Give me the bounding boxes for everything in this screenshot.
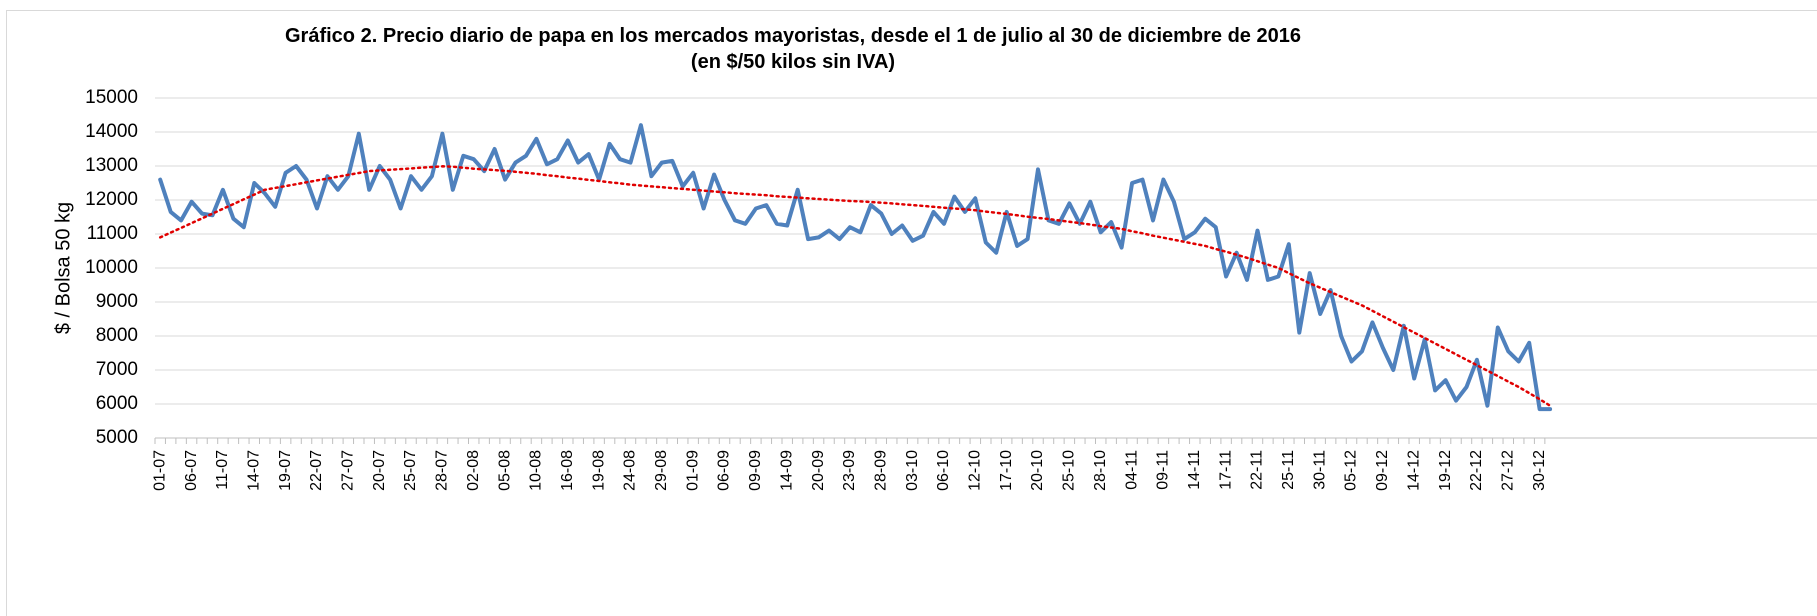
y-axis-label: $ / Bolsa 50 kg [52,202,74,334]
y-tick-label: 10000 [85,257,138,278]
x-tick-label: 20-10 [1029,450,1046,491]
x-tick-label: 09-09 [747,450,764,491]
x-tick-label: 25-10 [1061,450,1078,491]
x-tick-label: 19-07 [277,450,294,491]
x-tick-label: 20-09 [810,450,827,491]
x-tick-label: 09-12 [1374,450,1391,491]
x-tick-label: 10-08 [528,450,545,491]
x-tick-label: 25-11 [1280,450,1297,490]
x-tick-label: 16-08 [559,450,576,491]
x-tick-label: 05-08 [496,450,513,491]
x-tick-label: 12-10 [967,450,984,491]
x-tick-label: 09-11 [1155,450,1172,490]
x-tick-label: 19-08 [590,450,607,491]
x-tick-label: 27-12 [1499,450,1516,491]
x-tick-label: 11-07 [214,450,231,490]
trend-line [158,165,1552,407]
x-tick-label: 27-07 [340,450,357,491]
y-tick-label: 9000 [96,291,138,312]
x-tick-label: 06-10 [935,450,952,491]
x-tick-label: 22-11 [1249,450,1266,490]
y-tick-label: 12000 [85,189,138,210]
x-tick-label: 22-07 [308,450,325,491]
x-tick-label: 19-12 [1437,450,1454,491]
x-tick-label: 14-09 [778,450,795,491]
chart-subtitle: (en $/50 kilos sin IVA) [691,51,895,73]
y-tick-label: 15000 [85,87,138,108]
x-tick-label: 14-07 [245,450,262,491]
y-tick-label: 13000 [85,155,138,176]
x-tick-label: 30-12 [1531,450,1548,491]
x-tick-label: 25-07 [402,450,419,491]
y-tick-label: 7000 [96,359,138,380]
y-tick-label: 8000 [96,325,138,346]
y-tick-label: 14000 [85,121,138,142]
y-tick-label: 6000 [96,393,138,414]
x-tick-label: 06-07 [183,450,200,491]
x-tick-label: 17-10 [998,450,1015,491]
x-tick-label: 28-09 [872,450,889,491]
x-tick-label: 02-08 [465,450,482,491]
y-tick-label: 11000 [87,223,138,244]
x-tick-label: 14-11 [1186,450,1203,490]
x-tick-label: 01-07 [151,450,168,491]
x-tick-label: 28-07 [434,450,451,491]
x-tick-label: 03-10 [904,450,921,491]
x-tick-label: 01-09 [684,450,701,491]
chart-title: Gráfico 2. Precio diario de papa en los … [285,25,1301,47]
x-tick-label: 17-11 [1217,450,1234,490]
x-tick-label: 22-12 [1468,450,1485,491]
x-tick-label: 29-08 [653,450,670,491]
y-tick-label: 5000 [96,427,138,448]
chart-frame [6,10,1817,616]
x-tick-label: 05-12 [1343,450,1360,491]
x-tick-label: 30-11 [1311,450,1328,490]
x-tick-label: 24-08 [622,450,639,491]
x-tick-label: 20-07 [371,450,388,491]
x-tick-label: 06-09 [716,450,733,491]
x-tick-label: 28-10 [1092,450,1109,491]
x-tick-label: 04-11 [1123,450,1140,490]
price-line [158,123,1553,412]
x-tick-label: 23-09 [841,450,858,491]
x-tick-label: 14-12 [1405,450,1422,491]
